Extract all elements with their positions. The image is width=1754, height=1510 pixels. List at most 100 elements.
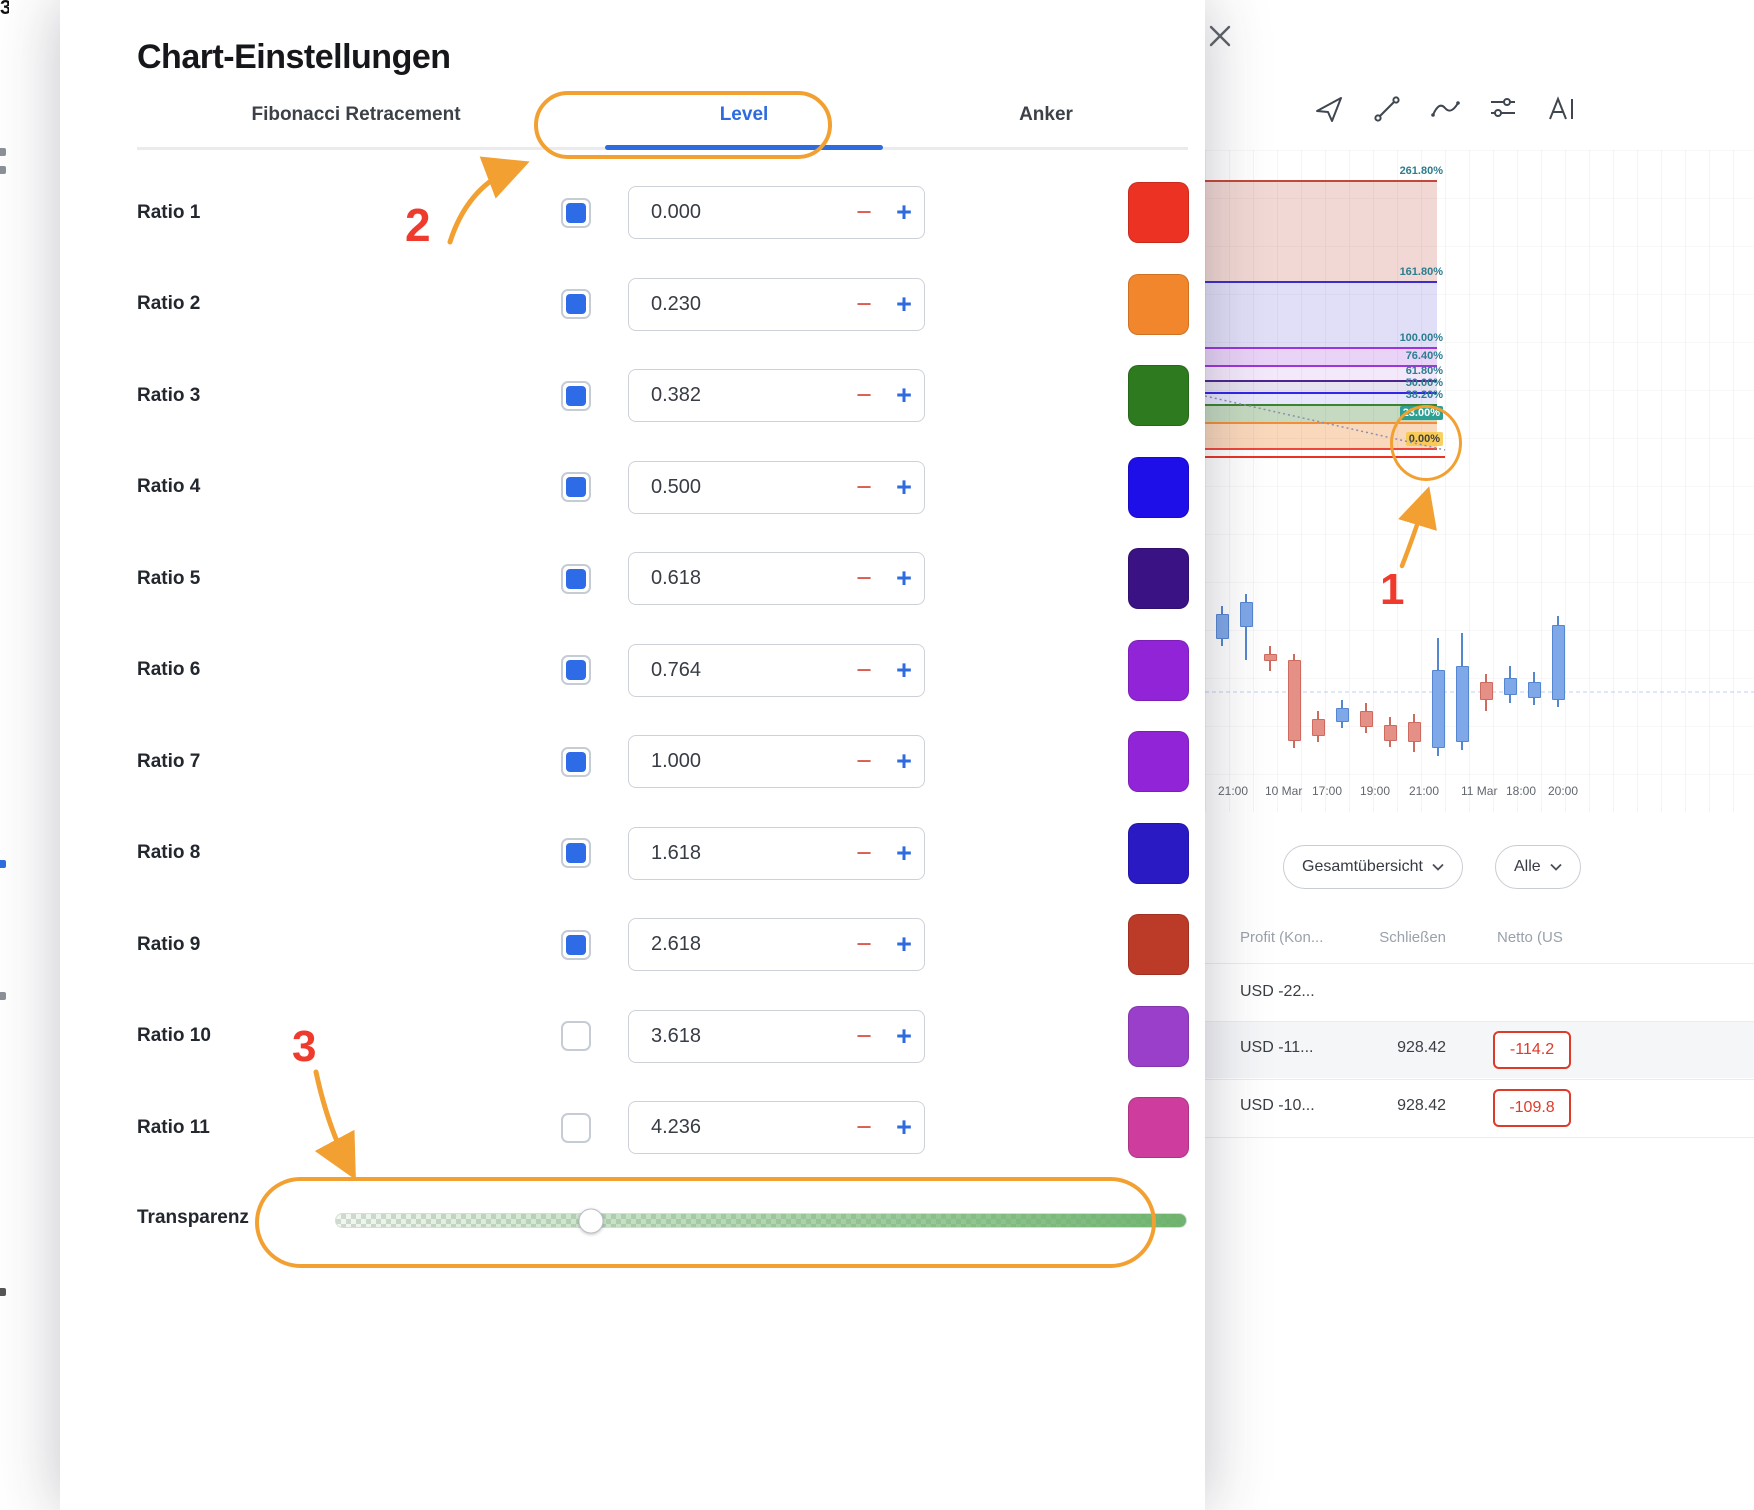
tab-level[interactable]: Level (719, 104, 769, 125)
ratio-checkbox[interactable] (561, 472, 591, 503)
increment-button[interactable]: + (896, 288, 912, 319)
table-row[interactable]: USD -10... 928.42 -109.8 (1205, 1080, 1754, 1136)
overview-dropdown[interactable]: Gesamtübersicht (1283, 845, 1463, 889)
ratio-row: Ratio 10 3.618 − + (137, 991, 1189, 1083)
decrement-button[interactable]: − (856, 563, 872, 593)
fib-level-line (1205, 365, 1437, 367)
decrement-button[interactable]: − (856, 837, 872, 868)
ratio-value-input[interactable]: 0.230 (651, 292, 702, 315)
text-tool-icon[interactable] (1545, 93, 1577, 125)
ratio-value-field: 0.000 − + (628, 186, 925, 239)
candle-body (1503, 678, 1517, 695)
x-axis-tick-label: 17:00 (1312, 784, 1343, 798)
color-swatch[interactable] (1128, 822, 1189, 884)
ratio-checkbox[interactable] (561, 746, 591, 777)
decrement-button[interactable]: − (856, 1020, 872, 1051)
ratio-checkbox[interactable] (561, 289, 591, 320)
decrement-button[interactable]: − (856, 746, 872, 776)
increment-button[interactable]: + (896, 471, 912, 502)
filter-dropdown[interactable]: Alle (1495, 845, 1581, 889)
fib-level-label: 76.40% (1405, 350, 1443, 362)
color-swatch[interactable] (1128, 365, 1189, 427)
fib-band (1205, 281, 1437, 347)
color-swatch[interactable] (1128, 182, 1189, 244)
ratio-checkbox[interactable] (561, 1112, 591, 1143)
table-row[interactable]: USD -22... (1205, 966, 1754, 1022)
decrement-button[interactable]: − (856, 197, 872, 227)
table-column-header: Schließen (1379, 929, 1446, 946)
increment-button[interactable]: + (896, 1020, 912, 1051)
tab-fibonacci[interactable]: Fibonacci Retracement (251, 104, 461, 125)
decrement-button[interactable]: − (856, 1112, 872, 1142)
ratio-value-input[interactable]: 1.000 (651, 750, 702, 772)
ratio-value-input[interactable]: 0.500 (651, 475, 702, 498)
color-swatch[interactable] (1128, 1005, 1189, 1067)
dialog-title: Chart-Einstellungen (137, 38, 451, 76)
active-tab-underline (605, 145, 883, 150)
ratio-label: Ratio 10 (137, 1025, 211, 1047)
increment-button[interactable]: + (896, 380, 912, 410)
increment-button[interactable]: + (896, 837, 912, 868)
draw-icon[interactable] (1429, 93, 1461, 125)
color-swatch[interactable] (1128, 548, 1189, 610)
ratio-value-field: 0.618 − + (628, 552, 925, 605)
increment-button[interactable]: + (896, 1112, 912, 1142)
ratio-value-input[interactable]: 0.618 (651, 567, 702, 589)
decrement-button[interactable]: − (856, 471, 872, 502)
transparency-slider[interactable] (335, 1208, 1187, 1233)
ratio-label: Ratio 2 (137, 293, 201, 315)
ratio-label: Ratio 8 (137, 842, 201, 864)
trendline-icon[interactable] (1371, 93, 1403, 125)
fib-level-line (1205, 180, 1437, 182)
ratio-value-field: 0.382 − + (628, 369, 925, 422)
decrement-button[interactable]: − (856, 654, 872, 685)
increment-button[interactable]: + (896, 563, 912, 593)
ratio-value-input[interactable]: 0.382 (651, 384, 702, 406)
fib-level-label: 100.00% (1399, 332, 1443, 344)
decrement-button[interactable]: − (856, 380, 872, 410)
ratio-checkbox[interactable] (561, 197, 591, 228)
color-swatch[interactable] (1128, 914, 1189, 976)
ratio-value-input[interactable]: 3.618 (651, 1024, 702, 1047)
table-row[interactable]: USD -11... 928.42 -114.2 (1205, 1022, 1754, 1078)
candle-body (1431, 670, 1445, 748)
color-swatch[interactable] (1128, 731, 1189, 793)
ratio-checkbox[interactable] (561, 929, 591, 960)
transparency-slider-knob[interactable] (578, 1208, 604, 1233)
decrement-button[interactable]: − (856, 288, 872, 319)
ratio-checkbox[interactable] (561, 563, 591, 594)
ratio-label: Ratio 5 (137, 567, 201, 589)
color-swatch[interactable] (1128, 639, 1189, 701)
ratio-value-input[interactable]: 0.000 (651, 201, 702, 223)
candle-body (1311, 719, 1325, 736)
color-swatch[interactable] (1128, 1097, 1189, 1159)
ratio-checkbox[interactable] (561, 1021, 591, 1052)
indicator-settings-icon[interactable] (1487, 93, 1519, 125)
increment-button[interactable]: + (896, 197, 912, 227)
increment-button[interactable]: + (896, 929, 912, 959)
decrement-button[interactable]: − (856, 929, 872, 959)
close-icon[interactable] (1202, 18, 1238, 54)
ratio-row: Ratio 7 1.000 − + (137, 716, 1189, 808)
ratio-checkbox[interactable] (561, 655, 591, 686)
increment-button[interactable]: + (896, 654, 912, 685)
ratio-value-input[interactable]: 2.618 (651, 933, 702, 955)
checkbox-inner (566, 751, 586, 772)
candle-body (1527, 682, 1541, 698)
ratio-value-field: 3.618 − + (628, 1009, 925, 1063)
ratio-value-input[interactable]: 1.618 (651, 841, 702, 864)
candle-body (1359, 711, 1373, 727)
ratio-value-input[interactable]: 4.236 (651, 1116, 702, 1138)
tab-anker[interactable]: Anker (1019, 104, 1073, 125)
fib-level-label: 38.20% (1405, 389, 1443, 401)
chart-panel: 261.80% 161.80% 100.00% 76.40% 61.80% 50.00% 3… (1205, 0, 1754, 1510)
increment-button[interactable]: + (896, 746, 912, 776)
table-column-header: Profit (Kon... (1240, 929, 1324, 946)
ratio-checkbox[interactable] (561, 838, 591, 869)
send-icon[interactable] (1313, 93, 1345, 125)
fib-level-line (1205, 281, 1437, 283)
ratio-value-input[interactable]: 0.764 (651, 658, 702, 681)
color-swatch[interactable] (1128, 456, 1189, 518)
color-swatch[interactable] (1128, 273, 1189, 335)
ratio-checkbox[interactable] (561, 380, 591, 411)
